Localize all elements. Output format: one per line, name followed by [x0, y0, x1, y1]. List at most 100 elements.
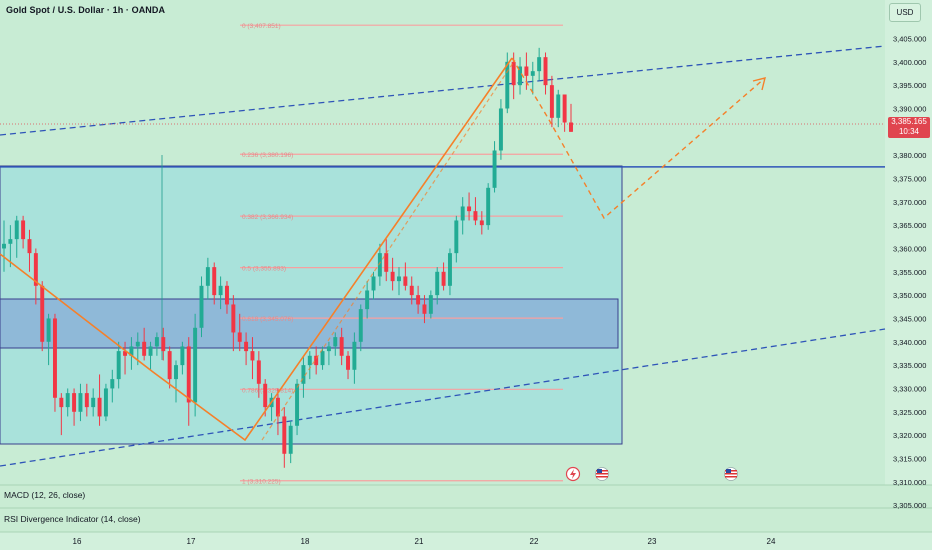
candle-body	[371, 276, 376, 291]
candle-body	[180, 346, 185, 366]
fib-level-label: 0.236 (3,380.196)	[242, 152, 293, 159]
candle-body	[473, 211, 478, 221]
range-box-inner[interactable]	[0, 298, 619, 349]
candle-body	[46, 318, 51, 342]
candle-body	[8, 239, 13, 244]
candle-body	[479, 220, 484, 226]
time-axis-background	[0, 532, 932, 550]
chart-title[interactable]: Gold Spot / U.S. Dollar · 1h · OANDA	[6, 5, 166, 15]
candle-body	[205, 267, 210, 286]
price-tick-label: 3,355.000	[893, 268, 926, 277]
rsi-pane	[0, 508, 932, 532]
candle-body	[428, 295, 433, 314]
price-tick-label: 3,310.000	[893, 478, 926, 487]
candle-body	[263, 383, 268, 408]
us-flag-icon[interactable]	[595, 467, 609, 481]
candle-body	[161, 337, 166, 352]
fib-level-label: 1 (3,310.225)	[242, 479, 281, 486]
time-tick-label: 23	[648, 537, 657, 546]
candle-body	[129, 346, 134, 356]
candle-body	[333, 337, 338, 347]
candle-body	[511, 61, 516, 86]
price-tick-label: 3,330.000	[893, 384, 926, 393]
price-tick-label: 3,400.000	[893, 58, 926, 67]
fib-level-label: 0.382 (3,366.934)	[242, 214, 293, 221]
candle-body	[110, 379, 115, 389]
fib-level-label: 0.786 (3,329.814)	[242, 387, 293, 394]
candle-body	[97, 397, 102, 417]
bar-countdown: 10:34	[898, 127, 920, 136]
price-tick-label: 3,320.000	[893, 431, 926, 440]
price-tick-label: 3,340.000	[893, 338, 926, 347]
us-flag-icon[interactable]	[724, 467, 738, 481]
candle-body	[498, 108, 503, 151]
candle-body	[320, 351, 325, 366]
candle-body	[301, 365, 306, 384]
candle-body	[282, 416, 287, 454]
time-axis[interactable]: 16 17 18 21 22 23 24	[73, 537, 776, 546]
trend-channel[interactable]	[0, 45, 886, 467]
price-tick-label: 3,325.000	[893, 408, 926, 417]
candle-body	[103, 388, 108, 417]
candle-body	[244, 341, 249, 352]
currency-button[interactable]: USD	[889, 3, 921, 22]
candle-body	[116, 351, 121, 380]
candle-body	[256, 360, 261, 384]
lightning-icon[interactable]	[565, 466, 581, 482]
forecast-arrowhead	[752, 77, 766, 91]
rsi-label[interactable]: RSI Divergence Indicator (14, close)	[4, 514, 141, 524]
candle-body	[435, 271, 440, 296]
candle-body	[21, 220, 26, 240]
candle-body	[33, 253, 38, 286]
candle-body	[59, 397, 64, 408]
last-price-value: 3,385.165	[891, 117, 927, 126]
time-tick-label: 21	[415, 537, 424, 546]
fib-level-label: 0.618 (3,345.076)	[242, 316, 293, 323]
candle-body	[518, 66, 523, 86]
candle-body	[231, 304, 236, 333]
candle-body	[78, 393, 83, 412]
candle-body	[447, 253, 452, 286]
fib-level-label: 0.5 (3,355.893)	[242, 266, 286, 273]
candle-body	[549, 85, 554, 118]
candle-body	[403, 276, 408, 286]
candle-body	[460, 206, 465, 221]
time-tick-label: 24	[767, 537, 776, 546]
price-tick-label: 3,380.000	[893, 151, 926, 160]
candle-body	[358, 309, 363, 342]
projection-paths[interactable]	[0, 57, 766, 442]
candle-body	[365, 290, 370, 310]
price-axis[interactable]: 3,405.000 3,400.000 3,395.000 3,390.000 3,38…	[893, 35, 926, 511]
candle-body	[52, 318, 57, 398]
price-axis-background	[885, 0, 932, 485]
candle-body	[409, 285, 414, 296]
candle-body	[199, 285, 204, 328]
candle-body	[91, 397, 96, 408]
price-tick-label: 3,345.000	[893, 314, 926, 323]
macd-pane	[0, 485, 932, 508]
macd-label[interactable]: MACD (12, 26, close)	[4, 490, 86, 500]
fib-retracement[interactable]: 0 (3,407.851) 0.236 (3,380.196) 0.382 (3,3…	[240, 23, 563, 486]
candle-body	[65, 393, 70, 408]
candle-body	[295, 383, 300, 426]
time-tick-label: 17	[187, 537, 196, 546]
forecast-path	[511, 57, 766, 220]
candle-body	[186, 346, 191, 403]
candle-body	[27, 239, 32, 254]
candle-body	[142, 341, 147, 356]
candle-body	[377, 253, 382, 277]
candle-body	[346, 355, 350, 370]
impulse-path	[0, 57, 513, 442]
price-tick-label: 3,365.000	[893, 221, 926, 230]
candle-body	[225, 285, 229, 305]
time-tick-label: 16	[73, 537, 82, 546]
candle-body	[467, 206, 472, 212]
candle-body	[492, 150, 497, 188]
candle-body	[40, 285, 45, 342]
candle-body	[543, 57, 548, 86]
time-tick-label: 18	[301, 537, 310, 546]
price-tick-label: 3,315.000	[893, 454, 926, 463]
candle-body	[135, 341, 140, 347]
candle-body	[524, 66, 529, 76]
